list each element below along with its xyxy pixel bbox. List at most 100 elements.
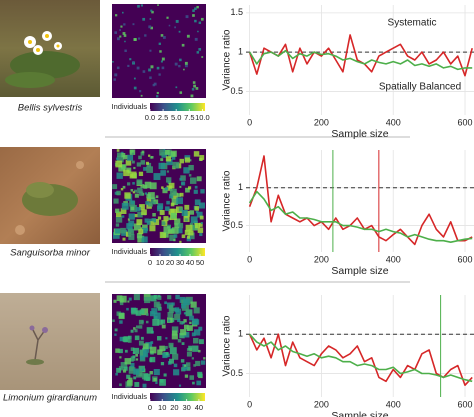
y-tick-label: 1 (238, 329, 243, 339)
heatmap-cell (192, 14, 195, 17)
heatmap-cell (138, 319, 144, 325)
heatmap-cell (190, 94, 194, 98)
heatmap-cell (168, 304, 174, 310)
heatmap-cell (159, 149, 166, 156)
heatmap-cell (120, 362, 128, 369)
heatmap-cell (161, 324, 166, 329)
x-tick-label: 200 (314, 254, 329, 264)
colorbar-label: Individuals (112, 102, 148, 111)
heatmap-cell (138, 229, 144, 235)
heatmap-cell (143, 167, 147, 171)
heatmap-cell (135, 310, 142, 316)
heatmap-cell (132, 61, 135, 63)
heatmap-cell (184, 61, 188, 65)
heatmap-cell (142, 224, 148, 231)
heatmap-cell (133, 223, 141, 231)
heatmap-cell (139, 191, 144, 196)
series-line (248, 155, 473, 246)
heatmap-cell (150, 197, 156, 203)
heatmap-cell (117, 37, 120, 41)
heatmap-cell (162, 188, 168, 194)
heatmap-cell (115, 372, 118, 376)
heatmap-cell (199, 232, 203, 237)
heatmap-cell (194, 223, 201, 229)
heatmap-cell (148, 68, 152, 72)
heatmap-cell (120, 227, 126, 234)
heatmap-cell (158, 42, 161, 45)
heatmap-cell (115, 348, 120, 353)
heatmap-cell (144, 218, 149, 223)
heatmap-cell (194, 37, 198, 41)
plot-area (246, 150, 474, 252)
heatmap-cell (184, 229, 191, 236)
heatmap-cell (186, 34, 190, 38)
photo (0, 293, 100, 390)
heatmap-cell (168, 24, 171, 27)
heatmap-cell (116, 190, 121, 196)
heatmap-cell (134, 193, 139, 198)
heatmap-cell (166, 353, 170, 358)
heatmap-cell (165, 156, 172, 162)
heatmap-cell (161, 66, 165, 70)
colorbar (150, 393, 205, 401)
heatmap-cell (116, 155, 124, 163)
heatmap-cell (121, 151, 124, 155)
heatmap-cell (165, 352, 169, 356)
heatmap-cell (132, 23, 135, 26)
colorbar-label: Individuals (112, 247, 148, 256)
heatmap-cell (160, 319, 166, 324)
heatmap-cell (120, 208, 127, 214)
heatmap-cell (177, 338, 182, 343)
heatmap-cell (180, 329, 187, 336)
heatmap-cell (189, 315, 194, 321)
heatmap-cell (199, 339, 204, 345)
heatmap-cell (171, 156, 176, 160)
heatmap-cell (118, 348, 123, 354)
heatmap-cell (194, 19, 197, 23)
heatmap (112, 294, 206, 388)
heatmap-cell (123, 169, 130, 177)
heatmap-cell (145, 342, 153, 349)
heatmap-cell (128, 367, 136, 374)
heatmap-cell (166, 16, 169, 19)
heatmap-cell (181, 322, 184, 325)
heatmap-cell (157, 349, 163, 355)
heatmap-cell (192, 381, 195, 385)
heatmap-cell (161, 186, 164, 189)
heatmap-cell (134, 335, 140, 341)
heatmap-cell (113, 299, 117, 303)
heatmap-cell (119, 383, 122, 387)
heatmap-cell (124, 349, 128, 353)
heatmap-cell (153, 218, 160, 226)
heatmap-cell (195, 210, 199, 214)
colorbar-tick-label: 10.0 (195, 113, 210, 122)
heatmap-cell (152, 318, 160, 326)
heatmap-cell (174, 26, 177, 29)
heatmap-cell (183, 331, 190, 338)
heatmap-cell (148, 218, 153, 223)
heatmap-cell (197, 371, 203, 377)
heatmap-cell (159, 231, 166, 239)
heatmap-cell (161, 57, 165, 61)
heatmap-cell (185, 224, 193, 232)
heatmap-cell (122, 185, 126, 189)
series-line (249, 333, 473, 383)
heatmap-cell (119, 29, 121, 31)
heatmap-cell (155, 381, 158, 385)
heatmap-cell (191, 357, 194, 360)
heatmap-cell (150, 9, 153, 12)
colorbar-tick-label: 50 (196, 258, 204, 267)
heatmap-cell (200, 360, 206, 365)
heatmap-cell (137, 212, 143, 218)
heatmap (112, 149, 206, 243)
heatmap-cell (141, 236, 148, 243)
heatmap-cell (157, 295, 162, 300)
heatmap-cell (149, 221, 154, 226)
series-label: Systematic (388, 18, 437, 29)
heatmap-cell (122, 32, 126, 35)
heatmap-cell (198, 349, 201, 353)
heatmap-cell (187, 232, 195, 240)
heatmap-cell (166, 200, 170, 205)
heatmap-cell (193, 151, 200, 157)
